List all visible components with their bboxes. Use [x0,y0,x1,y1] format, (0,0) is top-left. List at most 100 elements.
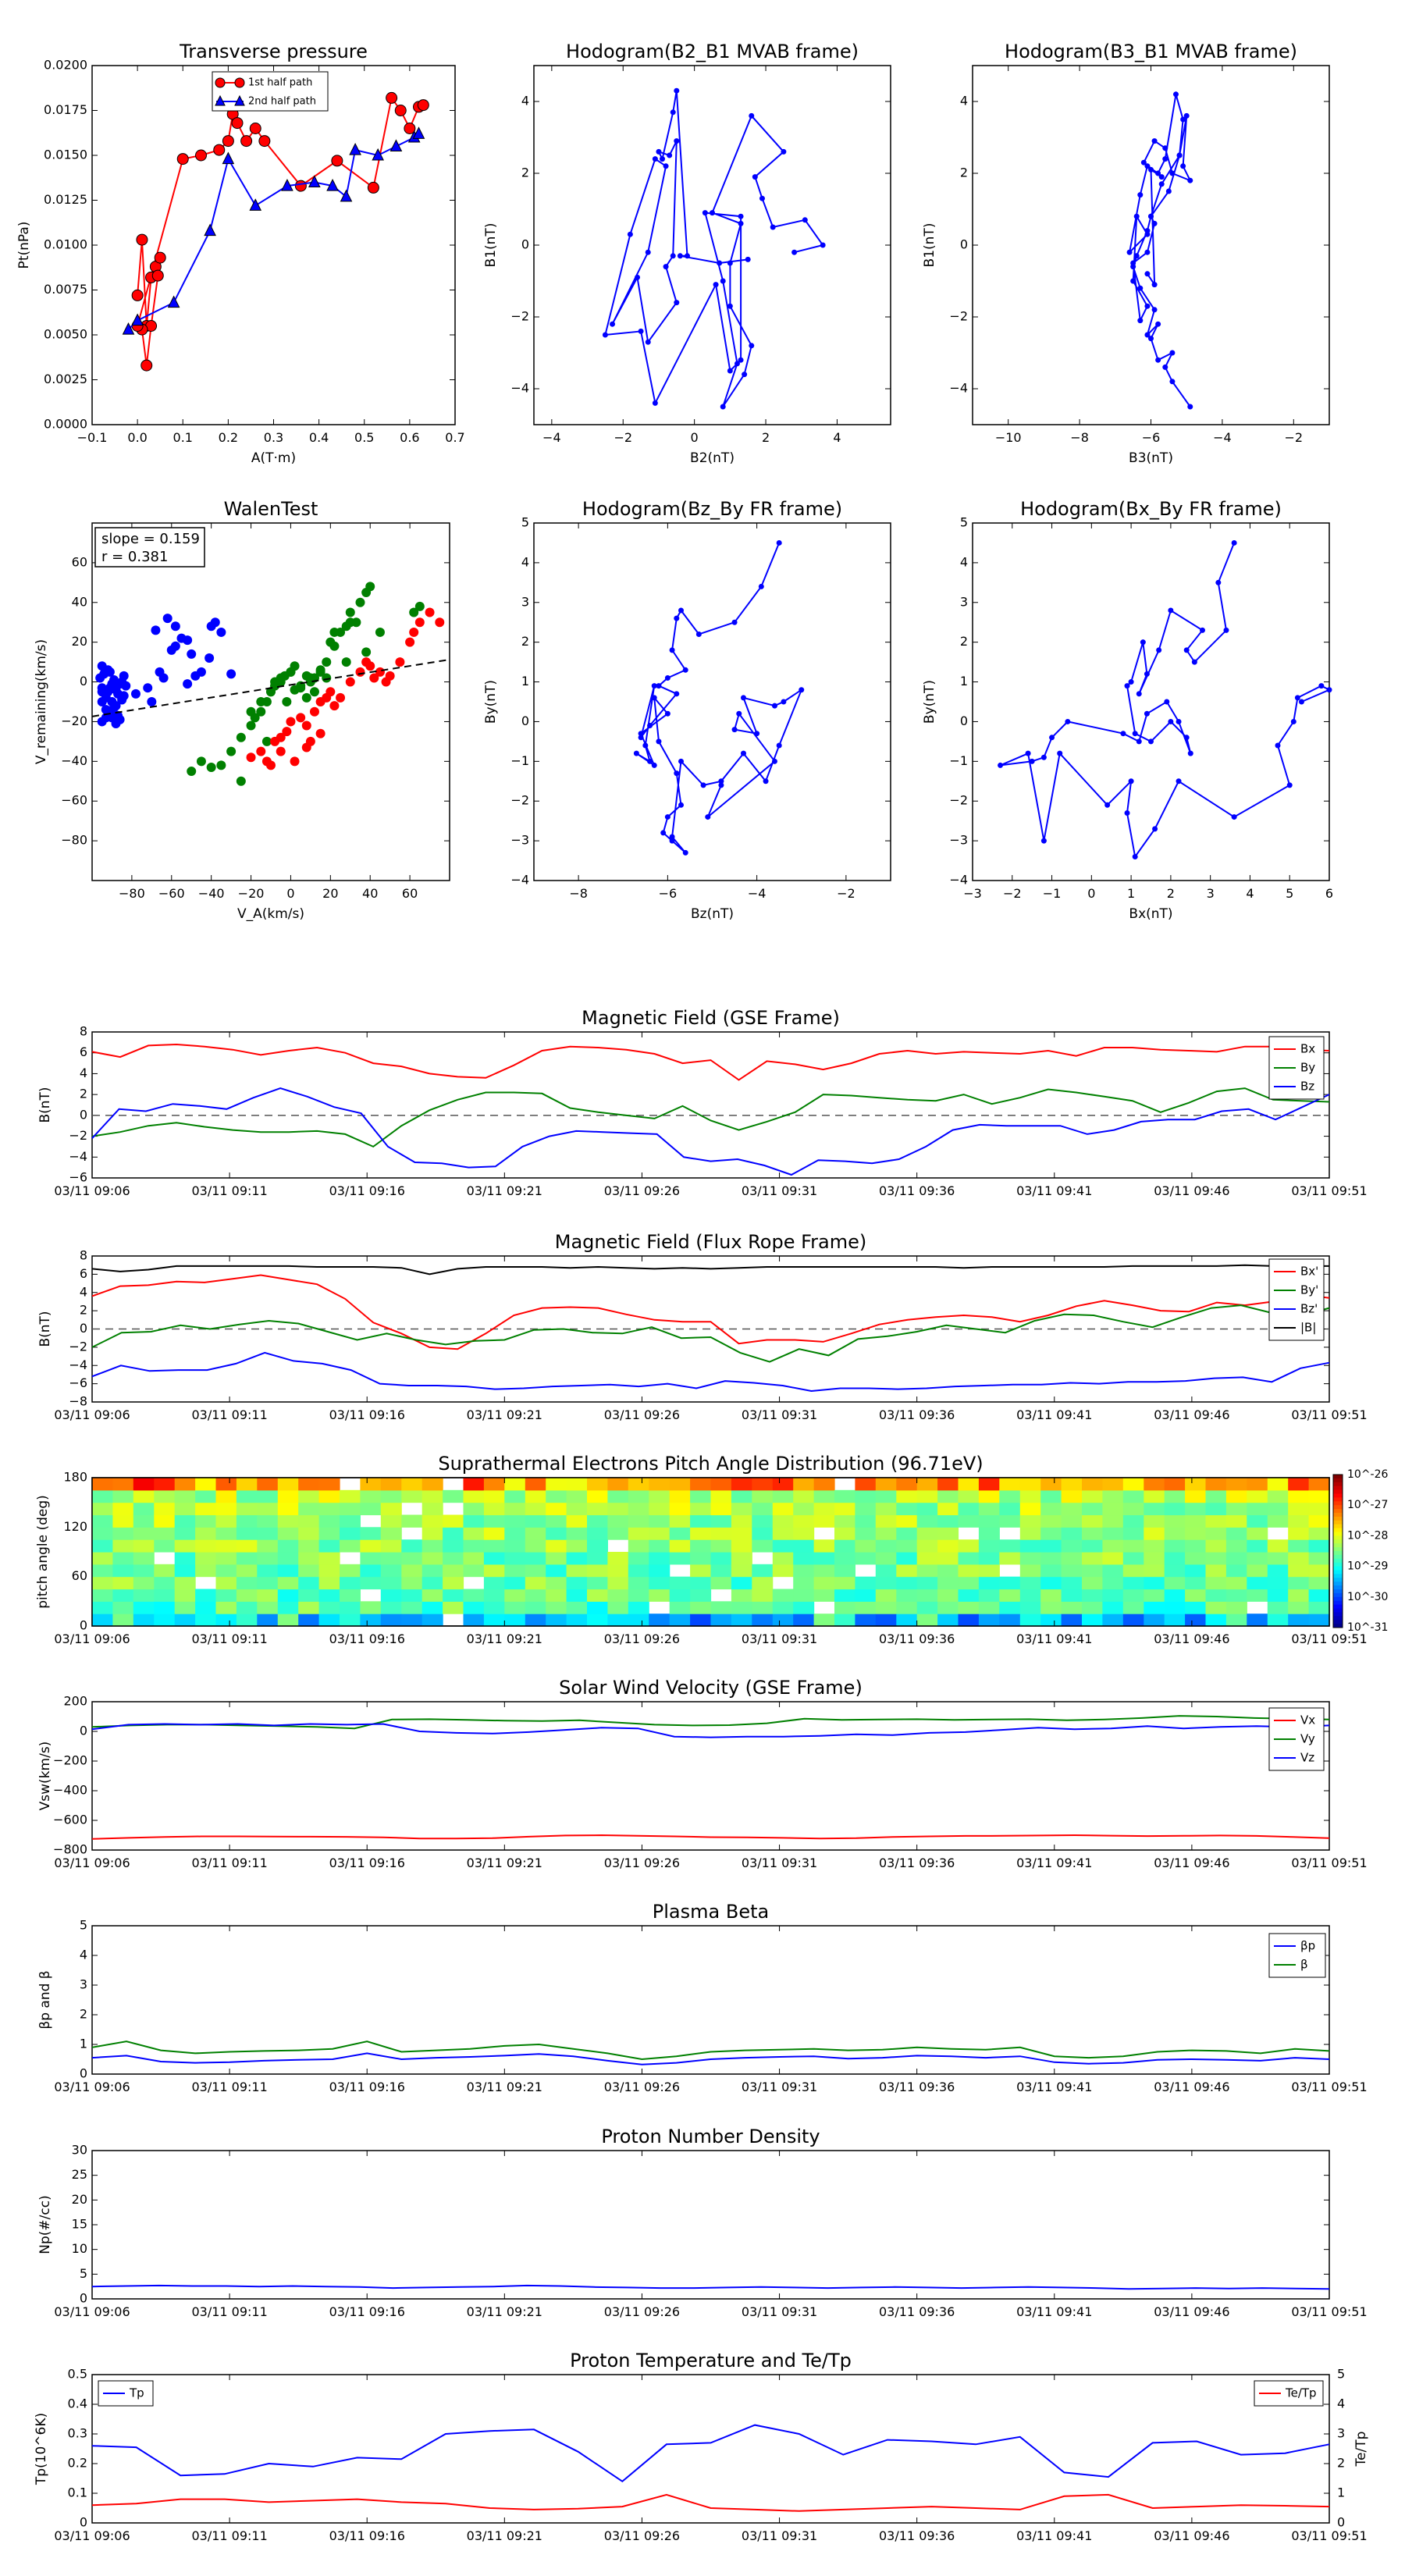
series-line [91,2493,1330,2512]
heatmap-cell [896,1489,918,1503]
y-tick-label: 4 [960,94,968,109]
heatmap-cell [978,1478,1000,1491]
colorbar-segment [1333,1585,1343,1590]
heatmap-cell [937,1489,959,1503]
heatmap-cell [298,1514,320,1528]
heatmap-cell [1082,1502,1103,1516]
data-point [1029,758,1035,764]
y-tick-label: 0.0025 [44,372,87,386]
heatmap-cell [92,1478,113,1491]
heatmap-cell [772,1589,794,1602]
heatmap-cell [566,1564,588,1578]
heatmap-cell [978,1489,1000,1503]
heatmap-cell [525,1489,546,1503]
heatmap-cell [154,1576,176,1590]
data-point [412,126,425,139]
heatmap-cell [1185,1489,1207,1503]
heatmap-cell [318,1576,340,1590]
data-point [651,695,657,701]
x-tick-label: −20 [238,886,265,901]
heatmap-cell [1164,1601,1186,1614]
data-point [276,732,286,742]
data-point [340,189,353,202]
y2-tick-label: 2 [1337,2456,1345,2471]
y-tick-label: −6 [69,1375,87,1390]
heatmap-cell [318,1478,340,1491]
heatmap-cell [1164,1478,1186,1491]
data-point [1169,379,1176,385]
y-tick-label: 0.0100 [44,237,87,252]
x-tick-label: 03/11 09:41 [1016,1631,1092,1646]
heatmap-cell [257,1539,279,1553]
heatmap-cell [855,1589,877,1602]
heatmap-cell [1308,1502,1330,1516]
data-point [1025,750,1031,756]
data-point [130,688,140,699]
data-point [258,135,271,148]
y-tick-label: 3 [80,1977,87,1992]
heatmap-cell [999,1489,1021,1503]
heatmap-cell [401,1589,423,1602]
y-tick-label: 8 [80,1024,87,1039]
heatmap-cell [298,1564,320,1578]
heatmap-cell [587,1527,608,1540]
heatmap-cell [380,1614,402,1627]
heatmap-cell [855,1478,877,1491]
x-tick-label: 0.4 [309,430,329,445]
y-tick-label: 0 [80,2291,87,2306]
heatmap-cell [277,1589,299,1602]
plot-frame [972,522,1330,881]
heatmap-cell [360,1539,382,1553]
data-point [718,782,724,788]
data-point [645,249,651,255]
heatmap-cell [1144,1552,1165,1565]
heatmap-cell [133,1576,155,1590]
data-point [1176,778,1182,785]
heatmap-cell [318,1552,340,1565]
heatmap-cell [1061,1489,1083,1503]
heatmap-cell [731,1527,752,1540]
data-point [1183,112,1190,119]
heatmap-cell [92,1589,113,1602]
heatmap-cell [1225,1539,1247,1553]
colorbar-segment [1333,1551,1343,1556]
heatmap-cell [1019,1576,1041,1590]
legend-label: |B| [1300,1321,1316,1335]
heatmap-cell [1122,1552,1144,1565]
y-tick-label: −200 [53,1753,87,1768]
data-point [1162,156,1168,162]
series-line [91,1087,1330,1148]
data-point [820,242,826,248]
data-point [103,665,113,675]
heatmap-cell [277,1489,299,1503]
heatmap-cell [1040,1514,1062,1528]
heatmap-cell [422,1589,443,1602]
heatmap-cell [772,1614,794,1627]
heatmap-cell [195,1502,217,1516]
chart-bgse: Magnetic Field (GSE Frame) −6 −4 −2 0 2 4 6 8 B(n… [37,1007,1368,1198]
heatmap-cell [587,1589,608,1602]
x-tick-label: 0.5 [354,430,374,445]
heatmap-cell [236,1614,258,1627]
data-point [309,687,319,697]
heatmap-cell [1040,1614,1062,1627]
heatmap-cell [1040,1489,1062,1503]
heatmap-cell [1061,1576,1083,1590]
heatmap-cell [1267,1539,1289,1553]
data-point [296,713,306,723]
data-point [727,303,733,309]
data-point [1040,754,1047,760]
data-point [1168,718,1174,724]
heatmap-cell [340,1539,361,1553]
data-point [1275,742,1281,749]
data-point [386,91,398,104]
data-point [781,699,787,705]
legend-label: By' [1300,1283,1318,1297]
heatmap-cell [463,1489,485,1503]
data-point [776,742,782,749]
data-point [101,705,111,715]
x-tick-label: 03/11 09:06 [54,2528,130,2543]
heatmap-cell [380,1601,402,1614]
heatmap-cell [978,1564,1000,1578]
